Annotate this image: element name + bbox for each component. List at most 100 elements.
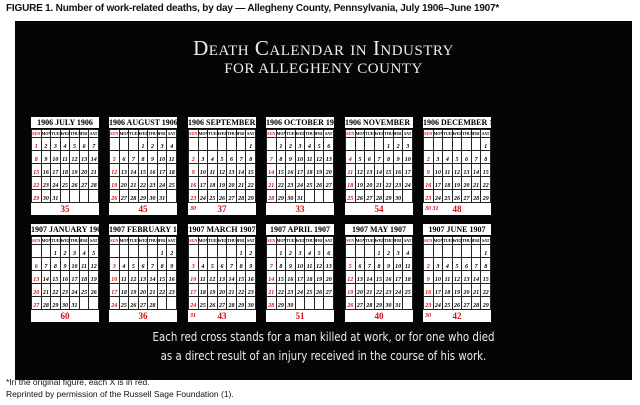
day-cell: 21 xyxy=(128,176,139,190)
day-cell: 6 xyxy=(226,150,237,164)
day-cell: 10 xyxy=(294,150,306,164)
day-cell: 26 xyxy=(451,296,463,310)
day-cell: 13 xyxy=(354,270,366,284)
day-cell: 11 xyxy=(59,150,71,164)
weekday-label: MON xyxy=(275,236,287,245)
day-cell: 24 xyxy=(50,176,61,190)
day-cell: 21 xyxy=(40,283,52,297)
day-cell: 15 xyxy=(50,270,61,284)
month-calendar: 1907 FEBRUARY 1907SUNMONTUESWEDTHURFRISA… xyxy=(109,224,177,322)
day-cell: 27 xyxy=(31,296,42,310)
day-cell: 12 xyxy=(451,270,463,284)
day-cell: 14 xyxy=(373,163,385,177)
day-cell: 11 xyxy=(166,150,177,164)
day-cell: 21 xyxy=(373,176,385,190)
day-cell: 30 xyxy=(40,189,52,203)
weekday-label: WED xyxy=(294,129,306,138)
poster-title: Death Calendar in Industry xyxy=(193,36,454,60)
weekday-label: MON xyxy=(118,129,130,138)
poster-note-line2: as a direct result of an injury received… xyxy=(160,349,487,363)
day-cell: 15 xyxy=(275,270,287,284)
day-cell: 26 xyxy=(313,176,325,190)
month-header: 1906 DECEMBER 1906 xyxy=(423,117,491,129)
weekday-label: SAT xyxy=(402,236,413,245)
day-cell: 29 xyxy=(235,296,247,310)
day-cell: 26 xyxy=(345,296,356,310)
day-cell: 7 xyxy=(235,150,247,164)
day-cell: 9 xyxy=(188,163,199,177)
day-cell: 16 xyxy=(383,270,394,284)
day-cell: 29 xyxy=(50,296,61,310)
day-cell xyxy=(207,137,218,151)
day-cell: 1 xyxy=(235,244,247,258)
day-cell: 22 xyxy=(137,176,149,190)
month-header: 1907 FEBRUARY 1907 xyxy=(109,225,177,236)
day-cell: 1 xyxy=(156,244,168,258)
day-cell: 21 xyxy=(364,283,375,297)
month-total: 45 xyxy=(138,204,148,214)
day-cell: 7 xyxy=(373,150,385,164)
day-cell: 6 xyxy=(118,150,130,164)
day-cell: 28 xyxy=(266,296,277,310)
day-cell: 12 xyxy=(216,163,228,177)
day-cell xyxy=(188,137,199,151)
day-cell: 3 xyxy=(188,257,199,271)
day-cell: 22 xyxy=(235,283,247,297)
day-cell xyxy=(313,189,325,203)
month-calendar: 1906 SEPTEMBER 1906SUNMONTUESWEDTHURFRIS… xyxy=(188,117,256,215)
day-cell: 31 xyxy=(69,296,80,310)
day-cell: 22 xyxy=(275,283,287,297)
day-cell: 8 xyxy=(137,150,149,164)
month-total: 48 xyxy=(452,204,462,214)
day-cell: 8 xyxy=(31,150,42,164)
weekday-label: WED xyxy=(59,236,71,245)
day-cell: 16 xyxy=(59,270,71,284)
day-cell: 18 xyxy=(402,270,413,284)
day-cell: 19 xyxy=(216,176,228,190)
day-cell: 17 xyxy=(392,270,404,284)
day-cell: 11 xyxy=(442,163,453,177)
day-cell: 23 xyxy=(383,283,394,297)
day-cell xyxy=(109,244,120,258)
day-cell: 23 xyxy=(285,176,296,190)
day-cell: 5 xyxy=(216,150,228,164)
month-header: 1907 JANUARY 1907 xyxy=(31,225,99,236)
day-cell: 28 xyxy=(40,296,52,310)
day-cell: 10 xyxy=(294,257,306,271)
weekday-label: SAT xyxy=(88,129,99,138)
weekday-label: SUN xyxy=(109,236,120,245)
day-cell: 8 xyxy=(383,150,394,164)
day-cell: 14 xyxy=(364,270,375,284)
weekday-label: FRI xyxy=(470,129,482,138)
day-cell xyxy=(226,137,237,151)
day-cell: 10 xyxy=(432,163,444,177)
day-cell xyxy=(266,137,277,151)
day-cell: 17 xyxy=(109,283,120,297)
day-cell: 24 xyxy=(294,176,306,190)
day-cell: 24 xyxy=(156,176,168,190)
day-cell: 2 xyxy=(59,244,71,258)
weekday-label: MON xyxy=(432,236,444,245)
day-cell: 3 xyxy=(156,137,168,151)
day-cell: 12 xyxy=(207,270,218,284)
day-cell: 20 xyxy=(137,283,149,297)
day-cell: 28 xyxy=(373,189,385,203)
day-cell xyxy=(354,137,366,151)
day-cell: 7 xyxy=(147,257,158,271)
weekday-label: TUES xyxy=(364,129,376,138)
day-cell: 14 xyxy=(88,150,99,164)
day-cell: 30 xyxy=(147,189,158,203)
day-cell: 2 xyxy=(423,257,434,271)
weekday-label: TUES xyxy=(442,236,454,245)
day-cell: 29 xyxy=(137,189,149,203)
day-cell: 10 xyxy=(109,270,120,284)
day-cell xyxy=(40,244,52,258)
day-cell: 26 xyxy=(216,189,228,203)
day-cell: 21 xyxy=(470,176,482,190)
month-total: 54 xyxy=(374,204,384,214)
day-cell: 23 xyxy=(40,176,52,190)
day-cell xyxy=(354,244,366,258)
day-cell: 5 xyxy=(354,150,366,164)
day-cell: 14 xyxy=(470,270,482,284)
day-cell xyxy=(470,244,482,258)
